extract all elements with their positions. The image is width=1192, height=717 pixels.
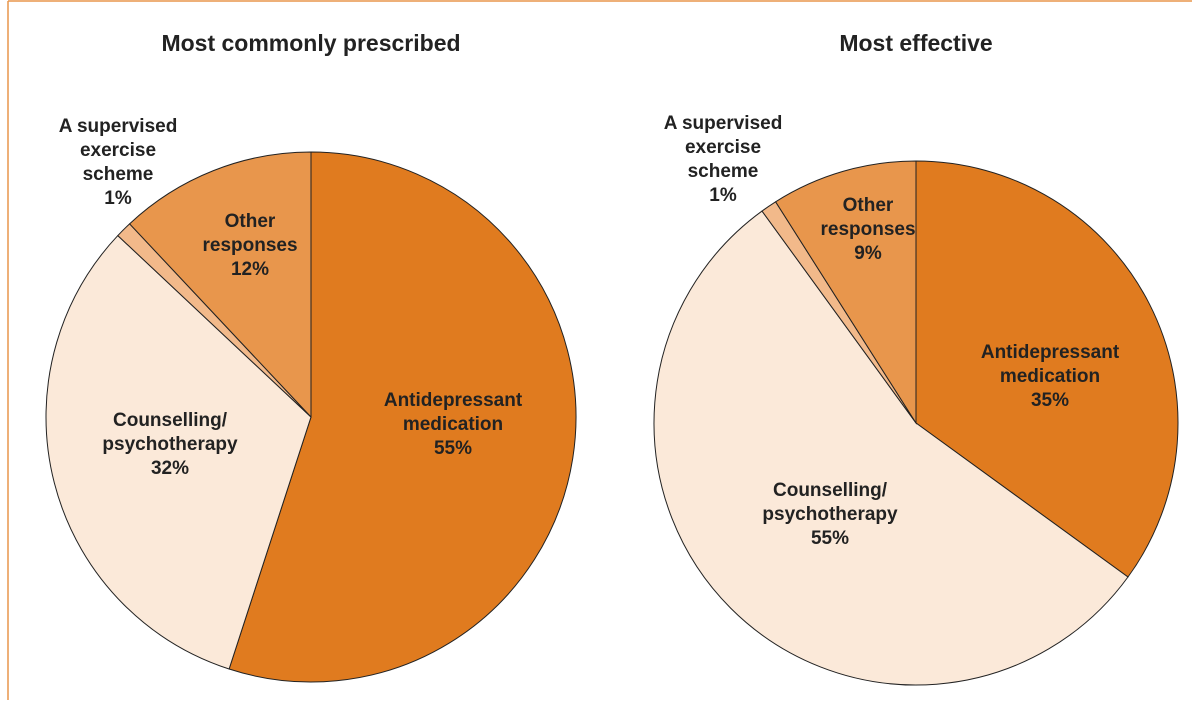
value-label: 1% [104,188,132,209]
category-label: Counselling/ psychotherapy [762,480,898,525]
slice-label: Antidepressant medication 35% [981,341,1119,413]
slice-label: Counselling/ psychotherapy 32% [102,409,237,481]
slice-label: Other responses 12% [202,210,297,282]
value-label: 55% [810,528,850,549]
pie-slice [228,151,577,683]
value-label: 12% [230,259,270,280]
value-label: 9% [854,243,882,264]
category-label: Other responses [202,211,298,256]
category-label: A supervised exercise scheme [58,116,178,185]
slice-label: A supervised exercise scheme 1% [664,112,783,208]
value-label: 35% [1030,390,1070,411]
category-label: Counselling/ psychotherapy [102,410,238,455]
slice-label: Counselling/ psychotherapy 55% [762,479,897,551]
pie-slice [653,210,1129,686]
value-label: 32% [150,458,190,479]
category-label: Antidepressant medication [383,390,523,435]
pie-slice [774,160,917,425]
value-label: 55% [433,438,473,459]
pie-slice [915,160,1179,578]
chart-title: Most commonly prescribed [161,30,461,56]
slice-label: A supervised exercise scheme 1% [59,115,178,211]
category-label: Antidepressant medication [980,342,1120,387]
chart-title: Most effective [839,30,993,56]
slice-label: Other responses 9% [820,194,915,266]
category-label: Other responses [820,195,916,240]
pie-slice [128,151,312,419]
value-label: 1% [709,185,737,206]
pie-slice [45,234,312,670]
category-label: A supervised exercise scheme [663,113,783,182]
slice-label: Antidepressant medication 55% [384,389,522,461]
